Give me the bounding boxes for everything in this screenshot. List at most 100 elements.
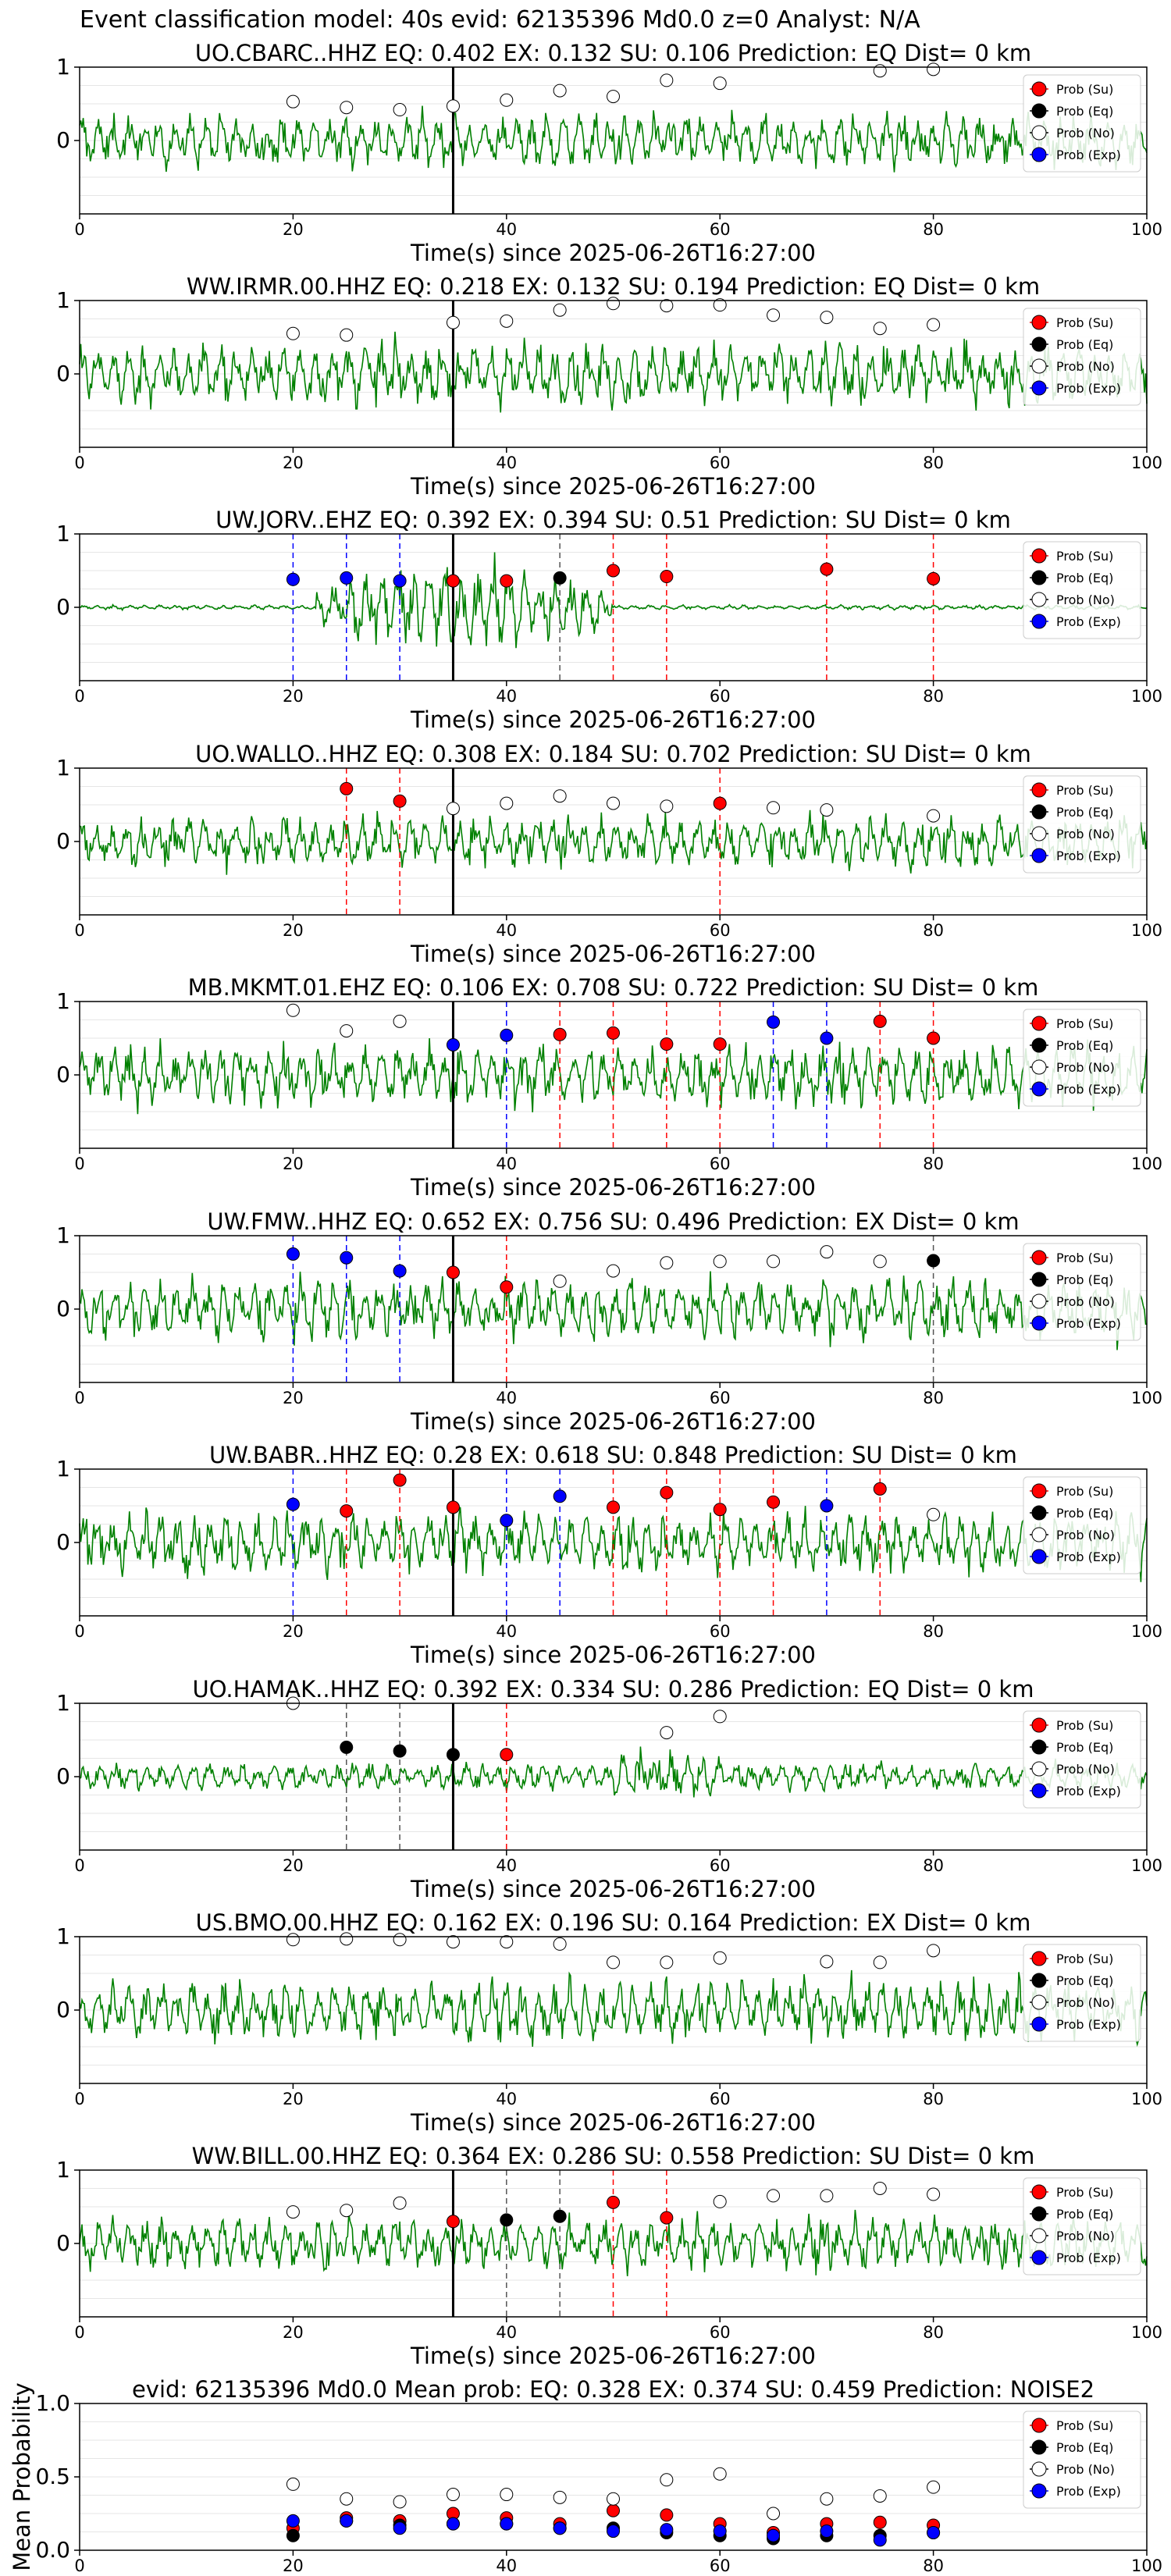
y-tick-label: 1	[56, 988, 70, 1014]
y-tick-label: 0	[56, 1763, 70, 1789]
x-tick-label: 20	[283, 687, 304, 706]
prob-marker	[286, 326, 300, 340]
panel-10: evid: 62135396 Md0.0 Mean prob: EQ: 0.32…	[9, 2376, 1162, 2575]
prob-marker	[446, 1265, 460, 1279]
prob-marker	[500, 796, 514, 810]
y-tick-label: 0	[56, 1062, 70, 1087]
prob-marker	[873, 1014, 887, 1028]
x-tick-label: 0	[74, 220, 84, 239]
x-tick-label: 80	[923, 1155, 944, 1173]
y-tick-label: 1	[56, 755, 70, 781]
prob-marker	[446, 574, 460, 588]
y-tick-label: 1	[56, 1456, 70, 1482]
prob-marker	[820, 1245, 834, 1259]
prob-marker	[660, 2211, 674, 2225]
x-tick-label: 0	[74, 454, 84, 472]
prob-marker	[340, 1740, 354, 1754]
legend-box	[1023, 74, 1141, 173]
prob-marker	[553, 2209, 567, 2223]
y-tick-label: 1.0	[35, 2390, 70, 2416]
prob-marker	[927, 809, 941, 823]
legend-marker	[1031, 2228, 1047, 2243]
x-tick-label: 100	[1131, 687, 1162, 706]
x-axis-label: Time(s) since 2025-06-26T16:27:00	[410, 706, 816, 733]
prob-marker	[660, 1955, 674, 1969]
legend-entry: Prob (Su)	[1056, 1484, 1113, 1499]
x-tick-label: 40	[496, 220, 517, 239]
legend-marker	[1031, 315, 1047, 330]
y-tick-label: 1	[56, 1690, 70, 1716]
prob-marker	[500, 1935, 514, 1949]
panel-9: WW.BILL.00.HHZ EQ: 0.364 EX: 0.286 SU: 0…	[56, 2143, 1162, 2369]
prob-marker	[500, 1028, 514, 1042]
x-tick-label: 60	[710, 454, 731, 472]
prob-marker	[873, 1254, 887, 1268]
x-tick-label: 40	[496, 1622, 517, 1641]
legend-entry: Prob (Exp)	[1056, 381, 1121, 396]
mean-prob-marker	[713, 2524, 727, 2539]
x-tick-label: 100	[1131, 220, 1162, 239]
prob-marker	[820, 562, 834, 576]
legend-entry: Prob (Exp)	[1056, 148, 1121, 162]
prob-marker	[393, 103, 407, 117]
prob-marker	[286, 1497, 300, 1511]
x-tick-label: 20	[283, 1622, 304, 1641]
x-tick-label: 100	[1131, 1155, 1162, 1173]
legend-marker	[1031, 2250, 1047, 2265]
waveform-trace	[79, 1271, 1148, 1350]
x-tick-label: 80	[923, 1622, 944, 1641]
legend-entry: Prob (Su)	[1056, 2185, 1113, 2200]
waveform-trace	[79, 331, 1148, 413]
x-tick-label: 60	[710, 921, 731, 940]
y-tick-label: 0	[56, 594, 70, 620]
prob-marker	[820, 311, 834, 325]
prob-marker	[607, 2195, 620, 2209]
legend-marker	[1031, 1739, 1047, 1755]
legend-entry: Prob (No)	[1056, 1294, 1115, 1309]
prob-marker	[340, 101, 354, 115]
x-tick-label: 60	[710, 1856, 731, 1875]
prob-marker	[393, 794, 407, 808]
x-axis-label: Time(s) since 2025-06-26T16:27:00	[410, 2109, 816, 2136]
y-tick-label: 0	[56, 127, 70, 153]
legend-entry: Prob (Su)	[1056, 2418, 1113, 2433]
prob-marker	[393, 1014, 407, 1028]
legend-marker	[1031, 782, 1047, 798]
legend-entry: Prob (Exp)	[1056, 1316, 1121, 1331]
x-tick-label: 100	[1131, 2323, 1162, 2342]
prob-marker	[660, 299, 674, 313]
legend-entry: Prob (No)	[1056, 1528, 1115, 1542]
prob-marker	[927, 2187, 941, 2201]
legend-entry: Prob (Eq)	[1056, 337, 1113, 352]
prob-marker	[446, 802, 460, 816]
prob-marker	[500, 1748, 514, 1762]
prob-marker	[500, 314, 514, 328]
x-tick-label: 20	[283, 2556, 304, 2575]
panel-title: evid: 62135396 Md0.0 Mean prob: EQ: 0.32…	[132, 2376, 1094, 2403]
legend-marker	[1031, 2184, 1047, 2200]
x-tick-label: 0	[74, 921, 84, 940]
legend-entry: Prob (Eq)	[1056, 1038, 1113, 1053]
legend-box	[1023, 1710, 1141, 1809]
prob-marker	[553, 571, 567, 585]
prob-marker	[767, 801, 781, 815]
legend-entry: Prob (No)	[1056, 359, 1115, 374]
mean-prob-marker	[713, 2467, 727, 2481]
prob-marker	[660, 1256, 674, 1270]
prob-marker	[820, 803, 834, 817]
mean-prob-marker	[660, 2523, 674, 2537]
x-tick-label: 80	[923, 220, 944, 239]
legend-marker	[1031, 2016, 1047, 2032]
x-tick-label: 100	[1131, 1856, 1162, 1875]
x-tick-label: 40	[496, 1856, 517, 1875]
panel-5: UW.FMW..HHZ EQ: 0.652 EX: 0.756 SU: 0.49…	[56, 1208, 1162, 1435]
x-tick-label: 40	[496, 687, 517, 706]
y-tick-label: 0.0	[35, 2537, 70, 2563]
x-tick-label: 60	[710, 2323, 731, 2342]
panel-7: UO.HAMAK..HHZ EQ: 0.392 EX: 0.334 SU: 0.…	[56, 1676, 1162, 1902]
legend-entry: Prob (Exp)	[1056, 1784, 1121, 1799]
y-tick-label: 0	[56, 1997, 70, 2023]
x-tick-label: 0	[74, 1389, 84, 1407]
x-tick-label: 0	[74, 687, 84, 706]
mean-prob-marker	[873, 2489, 887, 2503]
